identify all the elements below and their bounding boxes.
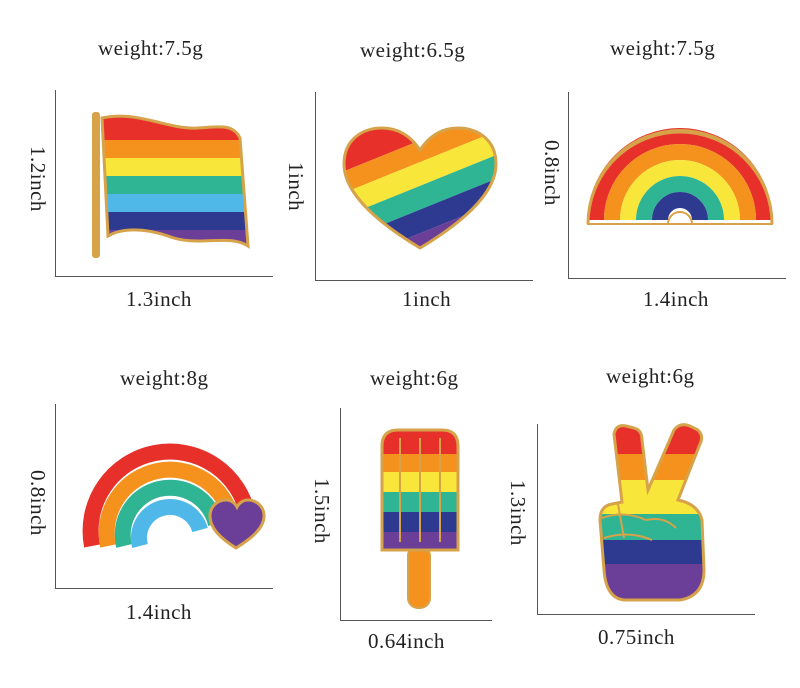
width-label: 1inch (402, 287, 452, 311)
width-axis (537, 614, 755, 615)
rainbow-popsicle-pin-image (380, 428, 460, 609)
weight-label: weight:6g (370, 366, 459, 390)
weight-label: weight:7.5g (98, 36, 204, 60)
height-label: 0.8inch (26, 470, 50, 536)
height-axis (55, 90, 56, 276)
width-label: 1.4inch (643, 287, 709, 311)
height-label: 1.3inch (506, 480, 530, 546)
width-axis (55, 588, 273, 589)
rainbow-arch-pin-image (586, 128, 774, 225)
width-label: 0.75inch (598, 625, 675, 649)
height-axis (537, 424, 538, 614)
weight-label: weight:7.5g (610, 36, 716, 60)
width-axis (568, 278, 786, 279)
height-label: 1inch (284, 162, 308, 212)
rainbow-heart-arch-pin-image (82, 443, 266, 550)
height-axis (315, 92, 316, 280)
width-label: 1.3inch (126, 287, 192, 311)
height-label: 0.8inch (540, 140, 564, 206)
rainbow-heart-pin-image (342, 126, 498, 250)
weight-label: weight:6g (606, 364, 695, 388)
height-label: 1.2inch (26, 146, 50, 212)
heart-shape (208, 498, 266, 550)
rainbow-peace-hand-pin-image (598, 423, 706, 602)
width-label: 1.4inch (126, 600, 192, 624)
flagpole (92, 112, 100, 258)
width-axis (55, 276, 273, 277)
rainbow-flag-pin-image (92, 112, 250, 258)
height-axis (568, 92, 569, 278)
height-axis (55, 404, 56, 588)
weight-label: weight:8g (120, 366, 209, 390)
popsicle-stick (407, 545, 431, 609)
width-axis (315, 280, 533, 281)
width-label: 0.64inch (368, 629, 445, 653)
width-axis (340, 620, 492, 621)
height-label: 1.5inch (310, 478, 334, 544)
weight-label: weight:6.5g (360, 38, 466, 62)
height-axis (340, 408, 341, 620)
